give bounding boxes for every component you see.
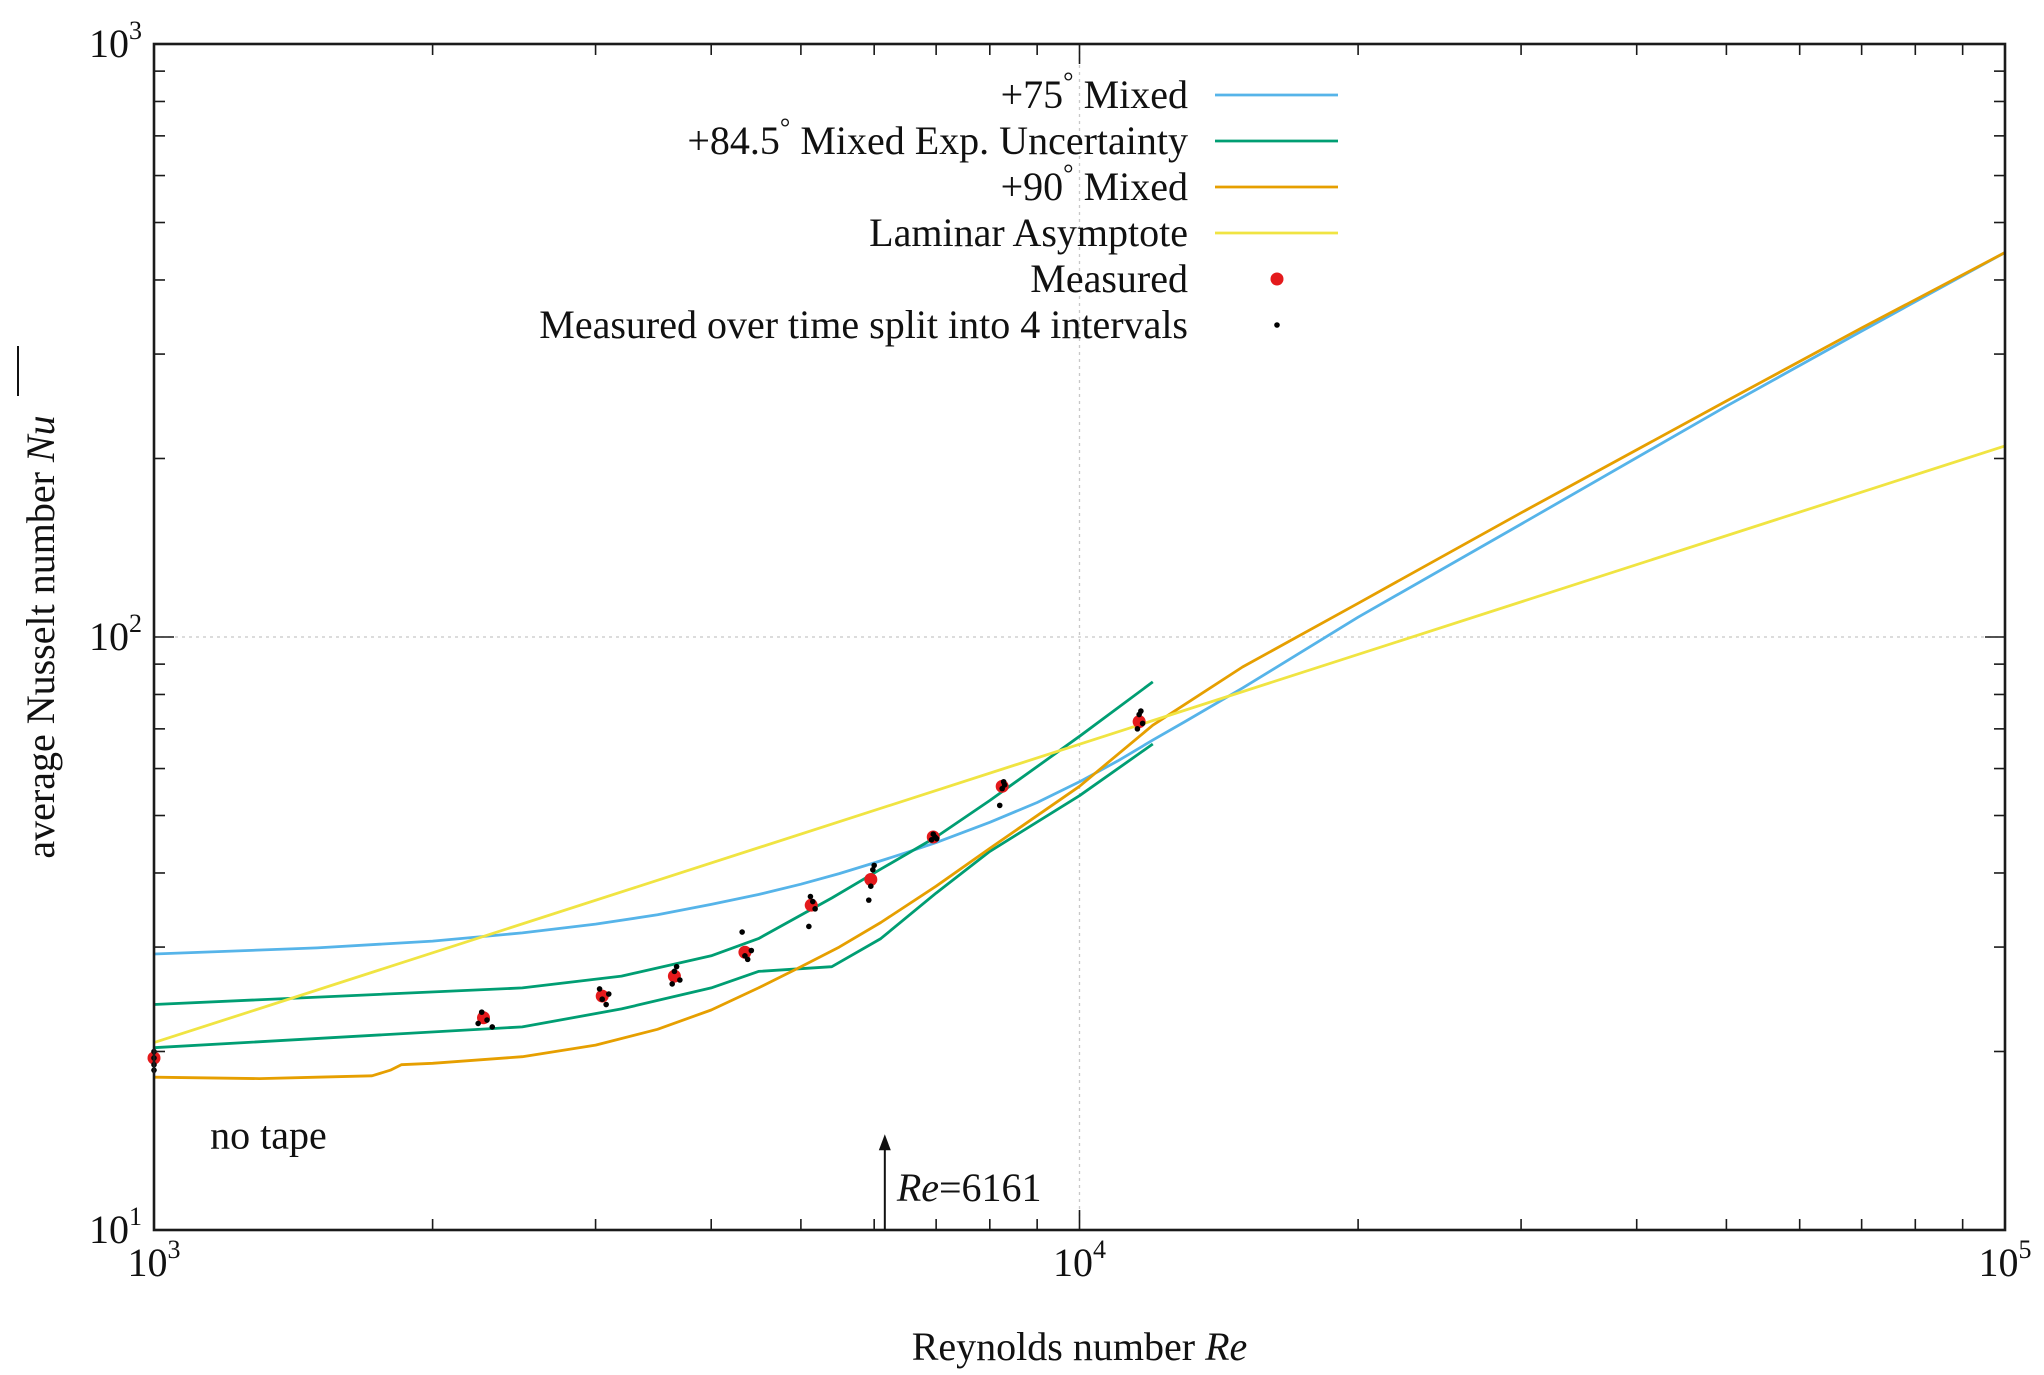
series-5-point bbox=[933, 835, 940, 842]
y-axis-title: average Nusselt number Nu bbox=[18, 415, 63, 858]
legend-label-5: Measured over time split into 4 interval… bbox=[539, 302, 1188, 347]
series-5-point bbox=[865, 897, 872, 903]
annotation-no-tape: no tape bbox=[210, 1112, 327, 1157]
series-layer bbox=[147, 251, 2006, 1080]
axes-layer: 103 104 105 101 102 103 Reynolds number Re aver… bbox=[17, 16, 2032, 1369]
series-5-point bbox=[605, 991, 612, 997]
series-5-point bbox=[868, 883, 874, 889]
legend-label-1: +84.5° Mixed Exp. Uncertainty bbox=[687, 113, 1188, 163]
series-5-point bbox=[807, 893, 814, 900]
series-5-point bbox=[596, 986, 603, 992]
legend-label-4: Measured bbox=[1030, 256, 1188, 301]
x-axis-title: Reynolds number Re bbox=[912, 1324, 1248, 1369]
y-tick-label: 101 bbox=[89, 1202, 142, 1252]
legend-label-2: +90° Mixed bbox=[1001, 159, 1188, 209]
series-4-point bbox=[864, 872, 878, 886]
series-5-point bbox=[871, 862, 877, 869]
series-5-point bbox=[669, 981, 675, 987]
series-5-point bbox=[1134, 726, 1141, 732]
series-2-line bbox=[153, 251, 2006, 1080]
legend-marker-4 bbox=[1270, 272, 1284, 286]
series-5-point bbox=[671, 968, 678, 975]
series-5-point bbox=[599, 996, 606, 1003]
series-5-point bbox=[739, 929, 745, 935]
series-5-point bbox=[809, 898, 816, 905]
y-tick-label: 102 bbox=[89, 609, 142, 659]
grid-layer bbox=[154, 44, 2005, 1230]
y-tick-label: 103 bbox=[89, 16, 142, 66]
series-5-point bbox=[744, 956, 751, 963]
series-4-point bbox=[738, 945, 752, 959]
x-tick-label: 103 bbox=[128, 1235, 181, 1285]
series-5-point bbox=[1138, 708, 1144, 714]
series-5-point bbox=[806, 923, 812, 930]
series-5-point bbox=[1139, 720, 1146, 727]
series-5-point bbox=[475, 1020, 481, 1027]
legend-marker-5 bbox=[1274, 322, 1280, 328]
annotation-re-label: Re=6161 bbox=[896, 1165, 1042, 1210]
series-0-line bbox=[153, 251, 2006, 956]
series-4-point bbox=[595, 989, 609, 1003]
annotation-arrow-head bbox=[878, 1134, 891, 1151]
series-5-point bbox=[870, 866, 876, 873]
series-5-point bbox=[603, 1001, 609, 1008]
series-5-point bbox=[673, 963, 680, 970]
series-5-point bbox=[484, 1017, 490, 1023]
series-5-point bbox=[677, 977, 683, 983]
series-5-point bbox=[1001, 782, 1008, 788]
series-1-lower-line bbox=[153, 742, 1154, 1050]
series-5-point bbox=[748, 947, 755, 954]
series-3-line bbox=[153, 444, 2006, 1044]
legend-label-0: +75° Mixed bbox=[1001, 67, 1188, 117]
x-tick-label: 104 bbox=[1053, 1235, 1106, 1285]
legend-label-3: Laminar Asymptote bbox=[869, 210, 1188, 255]
series-5-point bbox=[478, 1009, 485, 1015]
series-5-point bbox=[812, 906, 818, 912]
series-5-point bbox=[996, 802, 1003, 809]
legend: +75° Mixed+84.5° Mixed Exp. Uncertainty+… bbox=[539, 67, 1338, 347]
series-5-point bbox=[489, 1024, 496, 1030]
x-tick-label: 105 bbox=[1979, 1235, 2032, 1285]
annotations: Re=6161 no tape bbox=[210, 1112, 1042, 1230]
series-1-upper-line bbox=[153, 680, 1154, 1006]
